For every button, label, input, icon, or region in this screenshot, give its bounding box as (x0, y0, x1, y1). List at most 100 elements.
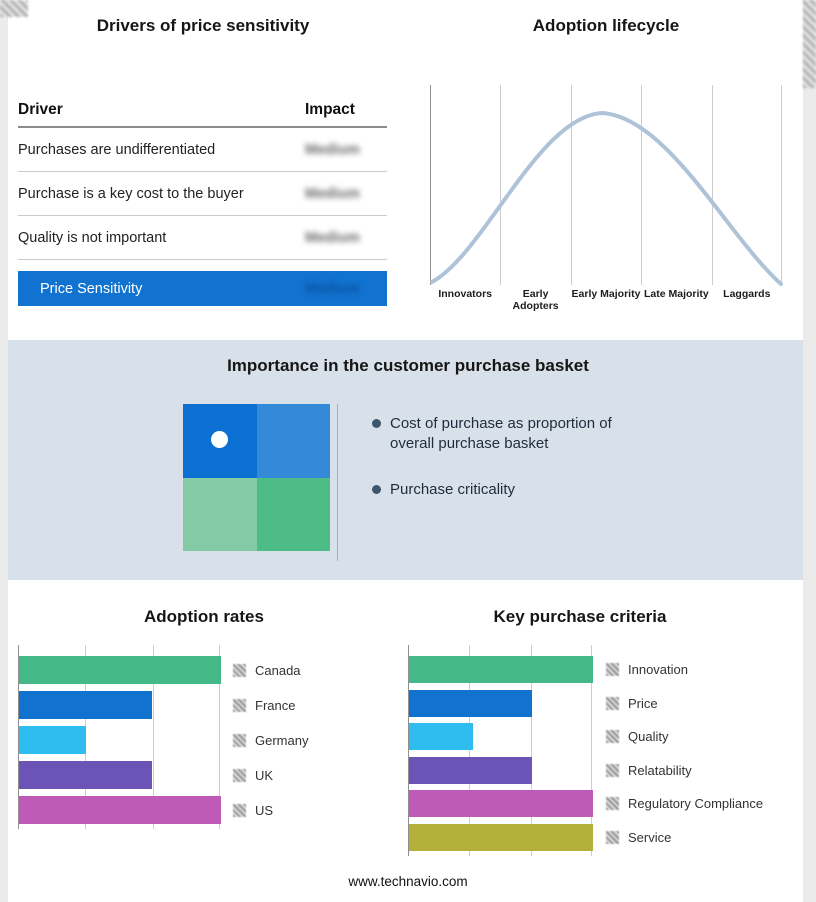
basket-title: Importance in the customer purchase bask… (227, 356, 589, 375)
legend-swatch-icon (606, 696, 619, 710)
summary-label: Price Sensitivity (40, 280, 143, 297)
bell-curve-path (430, 110, 783, 286)
lifecycle-title: Adoption lifecycle (532, 16, 680, 35)
left-margin-rail (0, 0, 8, 902)
summary-impact-value: Medium (305, 280, 360, 297)
plot-gridline (219, 645, 220, 829)
legend-item: Quality (606, 723, 668, 750)
legend-label: Canada (255, 662, 301, 678)
driver-column-header: Driver (18, 100, 63, 118)
legend-item: Service (606, 824, 671, 851)
basket-bullet-list: Cost of purchase as proportion of overal… (372, 414, 640, 525)
legend-label: UK (255, 767, 274, 783)
stage-label: Late Majority (644, 288, 709, 300)
driver-row: Purchases are undifferentiated Medium (18, 128, 387, 172)
bar-service (409, 823, 593, 851)
drivers-title: Drivers of price sensitivity (96, 16, 310, 35)
bell-curve (430, 110, 783, 286)
legend-label: Relatability (628, 762, 692, 778)
drivers-table-body: Purchases are undifferentiated Medium Purc… (18, 128, 387, 260)
gridline (500, 85, 502, 285)
legend-item: Regulatory Compliance (606, 790, 763, 817)
legend-swatch-icon (606, 730, 619, 743)
bar-regulatory-compliance (409, 790, 593, 817)
bar-quality (409, 723, 474, 750)
adoption-rates-panel: Adoption rates Canada France Germany UK US (18, 598, 390, 846)
plot-gridline (152, 645, 154, 829)
legend-swatch-icon (233, 733, 246, 747)
legend-item: Innovation (606, 656, 688, 683)
driver-text: Purchases are undifferentiated (18, 141, 216, 158)
stage-label: Laggards (723, 288, 771, 300)
quadrant-top-right (256, 404, 330, 478)
adoption-rates-title: Adoption rates (144, 607, 264, 626)
impact-value: Medium (305, 141, 360, 158)
legend-item: UK (233, 761, 273, 789)
bar-plot (18, 645, 221, 829)
legend-label: Service (628, 829, 672, 845)
quadrant-bottom-left (183, 477, 257, 551)
bar-price (409, 689, 533, 717)
gridline (781, 85, 782, 285)
redacted-edge-block (803, 0, 816, 88)
chart-legend: Innovation Price Quality Relatability Regula… (606, 645, 816, 856)
basket-bullet: Purchase criticality (372, 480, 640, 500)
plot-gridline (591, 645, 592, 856)
impact-value: Medium (305, 229, 360, 246)
impact-value: Medium (305, 185, 360, 202)
gridline (711, 85, 713, 285)
key-purchase-criteria-panel: Key purchase criteria Innovation Price Qua… (408, 598, 808, 866)
legend-item: Germany (233, 726, 308, 754)
legend-swatch-icon (233, 803, 246, 817)
driver-text: Purchase is a key cost to the buyer (18, 185, 244, 202)
legend-item: US (233, 796, 273, 824)
bar-france (19, 691, 153, 719)
purchase-basket-band: Importance in the customer purchase bask… (0, 340, 816, 580)
redacted-corner-block (0, 0, 28, 17)
legend-label: Germany (255, 732, 309, 748)
chart-legend: Canada France Germany UK US (233, 645, 383, 829)
driver-text: Quality is not important (18, 229, 167, 246)
quadrant-top-left (183, 404, 257, 478)
basket-bullet: Cost of purchase as proportion of overal… (372, 414, 640, 454)
legend-swatch-icon (606, 763, 619, 777)
gridline (570, 85, 572, 285)
price-sensitivity-summary: Price Sensitivity Medium (18, 271, 387, 306)
legend-swatch-icon (233, 663, 246, 677)
adoption-curve-chart: Innovators Early Adopters Early Majority La… (430, 85, 783, 325)
bar-relatability (409, 756, 533, 784)
legend-label: US (255, 802, 274, 818)
impact-column-header: Impact (305, 100, 355, 118)
bar-germany (19, 726, 86, 754)
drivers-table-header: Driver Impact (18, 93, 387, 128)
legend-item: France (233, 691, 295, 719)
stage-label: Early Adopters (512, 288, 559, 313)
legend-label: Quality (628, 729, 669, 744)
plot-gridline (469, 645, 471, 856)
bar-uk (19, 761, 153, 789)
driver-row: Purchase is a key cost to the buyer Mediu… (18, 172, 387, 216)
bar-plot (408, 645, 593, 856)
legend-swatch-icon (606, 830, 619, 844)
legend-swatch-icon (233, 698, 246, 712)
legend-label: Regulatory Compliance (628, 796, 764, 811)
legend-label: France (255, 697, 296, 713)
position-dot-icon (211, 431, 228, 448)
legend-label: Innovation (628, 662, 688, 677)
legend-item: Canada (233, 656, 301, 684)
legend-label: Price (628, 695, 658, 711)
footer-url: www.technavio.com (348, 874, 468, 889)
bar-canada (19, 656, 221, 684)
right-margin-rail (803, 0, 816, 902)
legend-swatch-icon (606, 797, 619, 810)
quadrant-bottom-right (256, 477, 330, 551)
gridline (641, 85, 643, 285)
plot-gridline (18, 645, 19, 829)
legend-swatch-icon (233, 768, 246, 782)
legend-item: Relatability (606, 757, 692, 784)
purchase-basket-quadrant (183, 404, 338, 561)
gridline (430, 85, 431, 285)
plot-gridline (530, 645, 532, 856)
stage-label: Innovators (438, 288, 493, 300)
quadrant-axis-line (337, 404, 338, 561)
